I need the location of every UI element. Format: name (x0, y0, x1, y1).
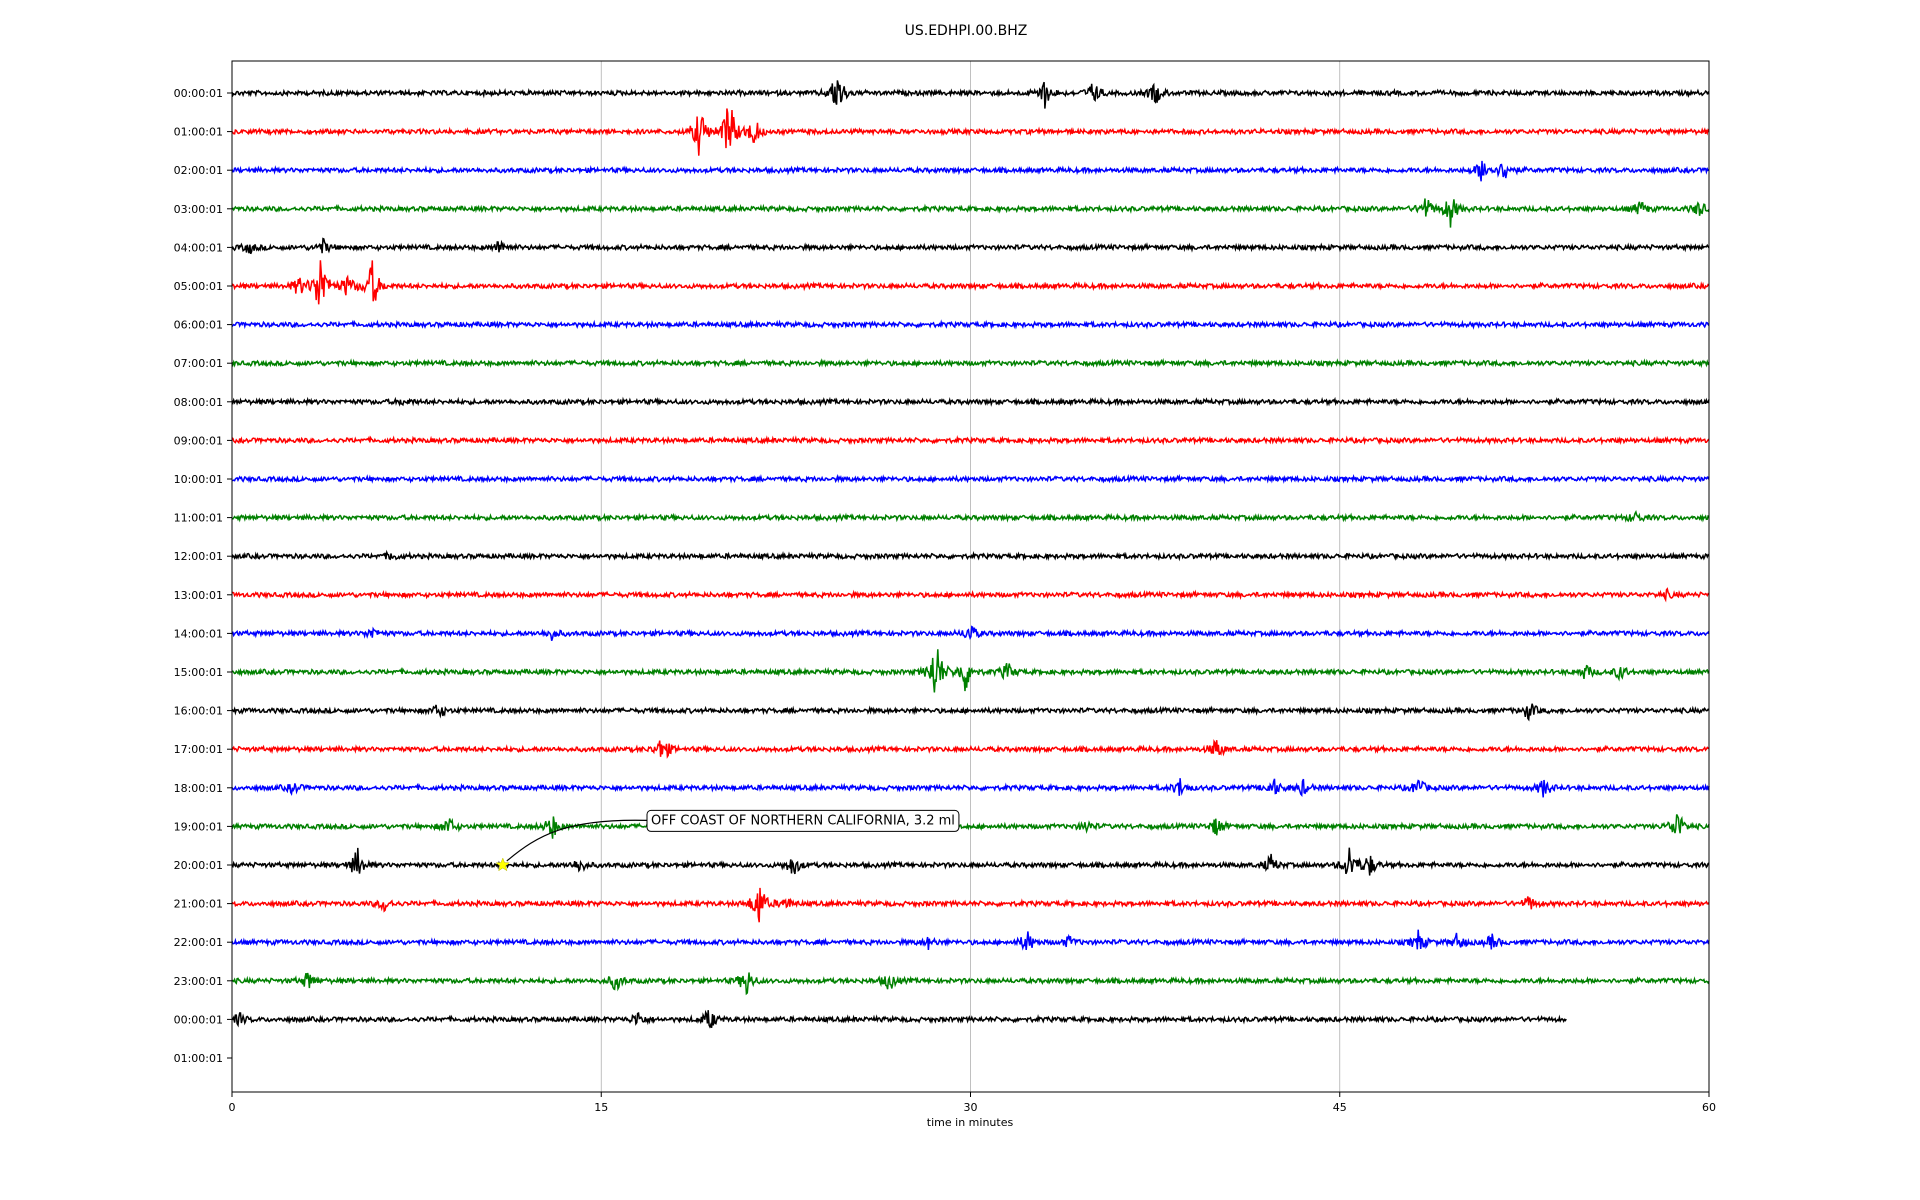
trace-line (231, 549, 1710, 562)
y-tick-label: 02:00:01 (174, 164, 223, 177)
x-tick-label: 60 (1702, 1101, 1716, 1114)
x-tick-label: 0 (229, 1101, 236, 1114)
y-tick-label: 00:00:01 (174, 1013, 223, 1026)
y-tick-label: 06:00:01 (174, 319, 223, 332)
y-tick-label: 23:00:01 (174, 975, 223, 988)
trace-line (231, 587, 1710, 603)
annotation-label: OFF COAST OF NORTHERN CALIFORNIA, 3.2 ml (651, 813, 955, 828)
y-tick-label: 17:00:01 (174, 743, 223, 756)
trace-line (231, 358, 1710, 369)
y-tick-label: 08:00:01 (174, 396, 223, 409)
y-tick-label: 03:00:01 (174, 203, 223, 216)
y-tick-label: 12:00:01 (174, 550, 223, 563)
trace-line (231, 703, 1710, 722)
y-tick-label: 18:00:01 (174, 782, 223, 795)
annotation-arrow (506, 819, 648, 862)
y-tick-label: 07:00:01 (174, 357, 223, 370)
y-tick-label: 04:00:01 (174, 241, 223, 254)
y-tick-label: 13:00:01 (174, 589, 223, 602)
trace-line (231, 887, 1710, 923)
y-tick-label: 22:00:01 (174, 936, 223, 949)
y-tick-label: 00:00:01 (174, 87, 223, 100)
trace-line (231, 738, 1710, 759)
trace-line (231, 778, 1710, 798)
y-tick-label: 05:00:01 (174, 280, 223, 293)
y-tick-label: 09:00:01 (174, 434, 223, 447)
event-annotation: OFF COAST OF NORTHERN CALIFORNIA, 3.2 ml (495, 809, 960, 872)
trace-line (231, 260, 1710, 305)
y-tick-label: 01:00:01 (174, 126, 223, 139)
x-tick-label: 15 (594, 1101, 608, 1114)
trace-line (232, 473, 1710, 485)
trace-line (231, 929, 1710, 951)
trace-line (231, 435, 1710, 446)
trace-line (231, 198, 1710, 228)
y-tick-label: 19:00:01 (174, 820, 223, 833)
chart-title: US.EDHPI.00.BHZ (905, 23, 1028, 39)
x-tick-labels: 0 15 30 45 60 (229, 1092, 1716, 1114)
y-tick-label: 15:00:01 (174, 666, 223, 679)
trace-line (231, 80, 1710, 109)
event-star-marker (495, 857, 511, 872)
trace-line (231, 108, 1710, 156)
trace-line (231, 814, 1710, 839)
x-axis-label: time in minutes (927, 1116, 1014, 1129)
trace-line (231, 237, 1710, 255)
x-gridlines (600, 61, 1341, 1092)
trace-line (231, 625, 1710, 642)
trace-line (231, 510, 1710, 523)
y-tick-label: 10:00:01 (174, 473, 223, 486)
y-tick-label: 11:00:01 (174, 512, 223, 525)
x-tick-label: 45 (1333, 1101, 1347, 1114)
trace-line (231, 847, 1710, 876)
trace-line (231, 396, 1710, 408)
trace-line (231, 649, 1710, 693)
x-tick-label: 30 (964, 1101, 978, 1114)
traces (231, 80, 1710, 1029)
y-tick-label: 16:00:01 (174, 705, 223, 718)
y-tick-label: 14:00:01 (174, 627, 223, 640)
trace-line (231, 160, 1710, 182)
y-tick-label: 21:00:01 (174, 898, 223, 911)
y-tick-labels: 00:00:01 01:00:01 02:00:01 03:00:01 04:00:01… (174, 87, 232, 1065)
trace-line (231, 1009, 1567, 1029)
trace-line (231, 972, 1710, 996)
annotation-box (646, 809, 960, 832)
y-tick-label: 01:00:01 (174, 1052, 223, 1065)
y-tick-label: 20:00:01 (174, 859, 223, 872)
trace-line (231, 319, 1710, 330)
